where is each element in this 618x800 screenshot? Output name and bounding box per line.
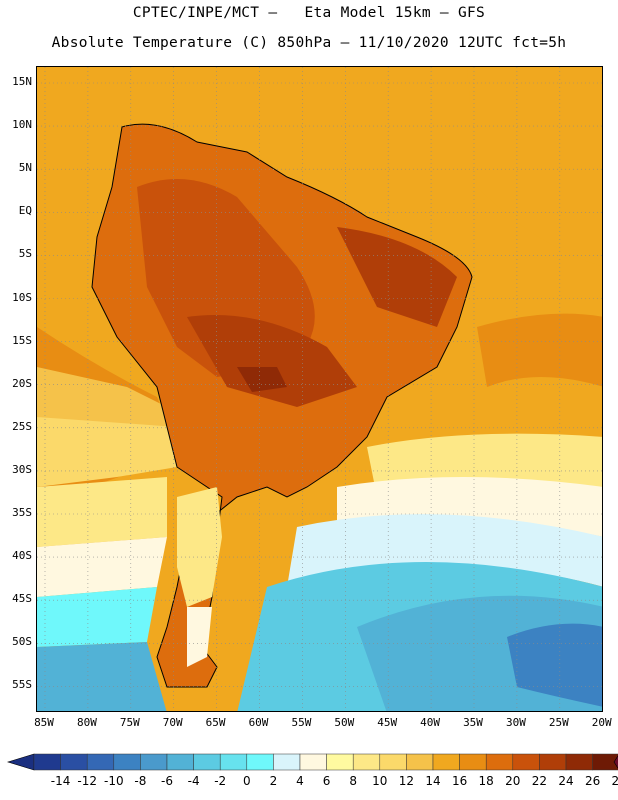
legend-tick-label: 10 [372,774,387,788]
lon-label: 70W [162,716,183,729]
legend-tick-label: 18 [479,774,494,788]
legend-swatch [219,753,248,771]
legend-low-arrow [6,753,35,771]
legend-tick-label: -2 [214,774,226,788]
legend-tick-label: 20 [505,774,520,788]
lat-label: 45S [12,592,32,606]
pacific-band-8 [37,537,167,597]
lat-label: 50S [12,635,32,649]
hottest-core [237,367,287,392]
lat-label: 5S [18,247,32,261]
legend-swatch [592,753,618,771]
lon-label: 20W [591,716,612,729]
legend-tick-label: 26 [585,774,600,788]
legend-swatch [193,753,221,771]
legend-tick-label: -12 [77,774,97,788]
lat-label: 40S [12,549,32,563]
legend-tick-label: 8 [349,774,357,788]
lat-label: 35S [12,506,32,519]
legend-tick-label: 22 [532,774,547,788]
lon-label: 65W [205,716,226,729]
lat-label: 15S [12,333,32,347]
lon-label: 60W [248,716,269,729]
lon-label: 50W [334,716,355,729]
legend-tick-label: 14 [425,774,440,788]
legend-swatch [86,753,115,771]
legend-swatch [326,753,354,771]
legend-tick-label: 0 [243,774,251,788]
lat-label: 5N [18,161,32,175]
legend-swatch [60,753,88,771]
central-heat-core [187,315,357,407]
legend-tick-label: 28 [612,774,618,788]
legend-tick-label: 2 [270,774,278,788]
legend-tick-label: 6 [323,774,331,788]
pacific-band-4 [37,587,157,647]
lat-label: 10N [12,118,32,132]
legend-swatch [565,753,593,771]
legend-swatch [140,753,168,771]
legend-tick-label: 12 [399,774,414,788]
lon-label: 85W [34,716,54,729]
legend-tick-label: 16 [452,774,467,788]
lat-label: 10S [12,290,32,304]
lat-label: 55S [12,678,32,692]
graticule [37,67,602,711]
legend-swatch [485,753,514,771]
lat-label: 20S [12,376,32,390]
legend-tick-label: 24 [558,774,573,788]
map-title-line1: CPTEC/INPE/MCT – Eta Model 15km – GFS [132,5,486,21]
northeast-heat-core [337,227,457,327]
legend-swatch [113,753,141,771]
color-legend-bar: -14 -12 -10 -8 -6 -4 -2 0 2 4 6 8 10 12 14 16 18 20 22 24 26… [6,753,618,788]
lat-label: EQ [18,204,32,218]
legend-tick-label: 4 [296,774,304,788]
map-canvas [37,67,602,711]
pacific-band-cold [37,642,167,711]
temperature-map [36,66,603,712]
legend-tick-label: -10 [104,774,124,788]
legend-swatch [406,753,434,771]
legend-tick-label: -4 [188,774,200,788]
lon-label: 25W [548,716,569,729]
lon-label: 45W [377,716,398,729]
north-atlantic-region [467,67,602,267]
legend-swatch [539,753,567,771]
legend-tick-label: -6 [161,774,173,788]
legend-swatch [459,753,487,771]
lon-label: 55W [291,716,312,729]
color-legend: -14 -12 -10 -8 -6 -4 -2 0 2 4 6 8 10 12 14 16 18 20 22 24 26… [0,748,618,788]
lat-label: 15N [12,75,32,88]
legend-swatch [512,753,540,771]
legend-tick-label: -14 [51,774,71,788]
lon-label: 80W [76,716,97,729]
legend-swatch [432,753,460,771]
legend-swatch [166,753,194,771]
patagonia-mild [177,487,222,607]
lon-label: 35W [463,716,483,729]
legend-tick-label: -8 [134,774,146,788]
legend-high-arrow [613,755,618,769]
lon-label: 75W [119,716,140,729]
atlantic-band-very-cold [507,623,602,707]
atlantic-warm-patch [477,313,602,387]
pacific-band-16 [37,367,172,427]
legend-swatch [352,753,381,771]
legend-swatch [273,753,301,771]
lon-label: 40W [420,716,441,729]
legend-swatch [379,753,407,771]
legend-swatch [33,753,61,771]
lat-label: 25S [12,419,32,433]
lat-label: 30S [12,462,32,476]
pacific-band-14 [37,417,177,487]
pacific-band-12 [37,477,167,547]
legend-swatch [299,753,327,771]
lon-label: 30W [505,716,526,729]
map-title-line2: Absolute Temperature (C) 850hPa – 11/10/… [51,35,567,51]
patagonia-cool [187,607,212,667]
legend-swatch [246,753,274,771]
